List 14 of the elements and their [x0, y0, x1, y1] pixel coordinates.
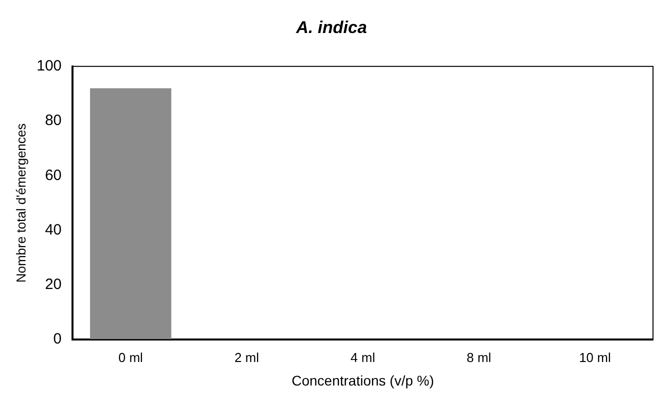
x-tick-label: 8 ml [466, 350, 492, 365]
x-tick-label: 4 ml [350, 350, 376, 365]
x-tick-label: 10 ml [579, 350, 611, 365]
chart-title: A. indica [295, 18, 367, 37]
y-tick-label: 100 [36, 58, 62, 75]
y-tick-label: 60 [44, 166, 62, 184]
y-tick-label: 0 [53, 330, 62, 348]
y-tick-label: 20 [44, 276, 62, 294]
y-tick-label: 40 [44, 221, 62, 238]
x-tick-label: 0 ml [118, 350, 144, 365]
x-axis-title: Concentrations (v/p %) [292, 372, 434, 388]
y-axis-title: Nombre total d'émergences [13, 122, 28, 283]
y-tick-label: 80 [44, 112, 62, 130]
x-tick-label: 2 ml [234, 350, 260, 365]
